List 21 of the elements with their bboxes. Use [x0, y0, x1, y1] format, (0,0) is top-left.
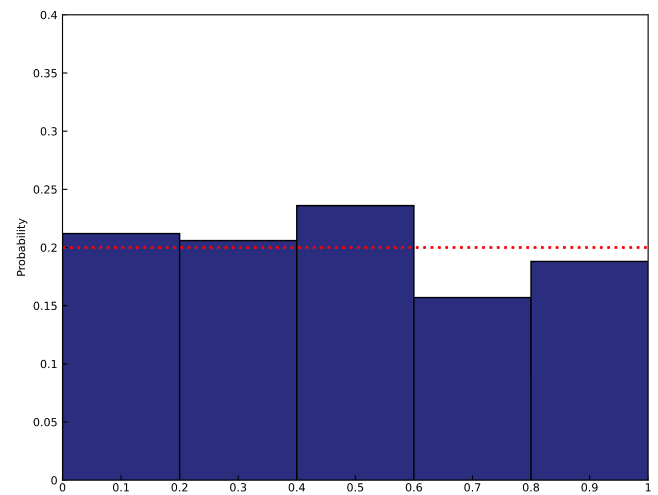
x-tick-label: 0.5 — [347, 483, 364, 492]
x-tick-label: 0.1 — [112, 483, 129, 492]
x-tick-label: 1 — [646, 483, 651, 492]
x-tick-label: 0 — [60, 483, 66, 492]
x-tick-label: 0.6 — [406, 483, 422, 492]
y-tick-label: 0.15 — [34, 302, 57, 310]
x-tick-label: 0.8 — [522, 483, 540, 492]
y-tick-label: 0.4 — [40, 10, 58, 20]
x-tick-label: 0.9 — [581, 483, 598, 492]
y-tick-label: 0.05 — [34, 418, 57, 426]
x-tick-label: 0.7 — [464, 483, 480, 492]
y-tick-label: 0.35 — [34, 68, 57, 78]
y-tick-label: 0.2 — [40, 243, 57, 252]
y-axis-title: Probability — [16, 218, 28, 276]
x-tick-label: 0.3 — [230, 483, 246, 492]
y-tick-label: 0 — [51, 476, 57, 485]
x-tick-label: 0.2 — [172, 483, 188, 492]
y-tick-label: 0.1 — [40, 360, 57, 368]
y-tick-label: 0.3 — [40, 127, 57, 136]
x-tick-label: 0.4 — [288, 483, 305, 492]
y-tick-label: 0.25 — [34, 185, 57, 194]
